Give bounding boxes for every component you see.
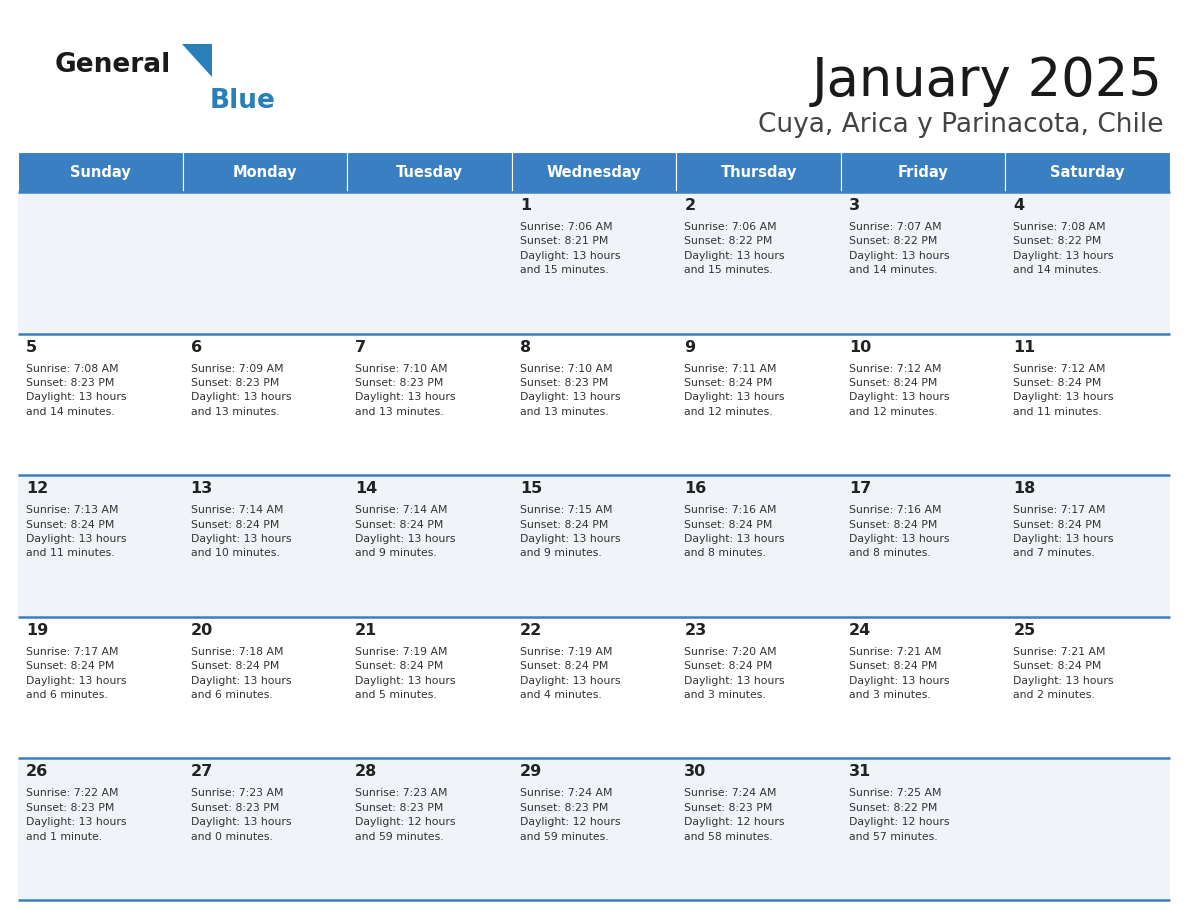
FancyBboxPatch shape [18, 152, 183, 192]
Text: Sunrise: 7:08 AM
Sunset: 8:23 PM
Daylight: 13 hours
and 14 minutes.: Sunrise: 7:08 AM Sunset: 8:23 PM Dayligh… [26, 364, 126, 417]
Text: Sunrise: 7:23 AM
Sunset: 8:23 PM
Daylight: 13 hours
and 0 minutes.: Sunrise: 7:23 AM Sunset: 8:23 PM Dayligh… [190, 789, 291, 842]
Text: Sunrise: 7:08 AM
Sunset: 8:22 PM
Daylight: 13 hours
and 14 minutes.: Sunrise: 7:08 AM Sunset: 8:22 PM Dayligh… [1013, 222, 1114, 275]
Polygon shape [182, 44, 211, 77]
Text: Sunrise: 7:07 AM
Sunset: 8:22 PM
Daylight: 13 hours
and 14 minutes.: Sunrise: 7:07 AM Sunset: 8:22 PM Dayligh… [849, 222, 949, 275]
Text: 10: 10 [849, 340, 871, 354]
Text: Sunrise: 7:10 AM
Sunset: 8:23 PM
Daylight: 13 hours
and 13 minutes.: Sunrise: 7:10 AM Sunset: 8:23 PM Dayligh… [519, 364, 620, 417]
Text: 6: 6 [190, 340, 202, 354]
Text: Sunrise: 7:22 AM
Sunset: 8:23 PM
Daylight: 13 hours
and 1 minute.: Sunrise: 7:22 AM Sunset: 8:23 PM Dayligh… [26, 789, 126, 842]
Text: Sunrise: 7:21 AM
Sunset: 8:24 PM
Daylight: 13 hours
and 3 minutes.: Sunrise: 7:21 AM Sunset: 8:24 PM Dayligh… [849, 647, 949, 700]
Text: Saturday: Saturday [1050, 164, 1125, 180]
Text: 30: 30 [684, 765, 707, 779]
Text: 23: 23 [684, 622, 707, 638]
Text: Sunrise: 7:21 AM
Sunset: 8:24 PM
Daylight: 13 hours
and 2 minutes.: Sunrise: 7:21 AM Sunset: 8:24 PM Dayligh… [1013, 647, 1114, 700]
Text: Sunrise: 7:16 AM
Sunset: 8:24 PM
Daylight: 13 hours
and 8 minutes.: Sunrise: 7:16 AM Sunset: 8:24 PM Dayligh… [849, 505, 949, 558]
Text: January 2025: January 2025 [813, 55, 1163, 107]
FancyBboxPatch shape [18, 617, 1170, 758]
Text: 29: 29 [519, 765, 542, 779]
Text: Wednesday: Wednesday [546, 164, 642, 180]
Text: Sunrise: 7:19 AM
Sunset: 8:24 PM
Daylight: 13 hours
and 4 minutes.: Sunrise: 7:19 AM Sunset: 8:24 PM Dayligh… [519, 647, 620, 700]
FancyBboxPatch shape [1005, 152, 1170, 192]
FancyBboxPatch shape [18, 192, 1170, 333]
Text: 28: 28 [355, 765, 378, 779]
Text: Sunrise: 7:12 AM
Sunset: 8:24 PM
Daylight: 13 hours
and 12 minutes.: Sunrise: 7:12 AM Sunset: 8:24 PM Dayligh… [849, 364, 949, 417]
Text: 22: 22 [519, 622, 542, 638]
Text: Friday: Friday [898, 164, 948, 180]
Text: Sunrise: 7:17 AM
Sunset: 8:24 PM
Daylight: 13 hours
and 7 minutes.: Sunrise: 7:17 AM Sunset: 8:24 PM Dayligh… [1013, 505, 1114, 558]
Text: 26: 26 [26, 765, 49, 779]
Text: 14: 14 [355, 481, 378, 497]
Text: Sunrise: 7:11 AM
Sunset: 8:24 PM
Daylight: 13 hours
and 12 minutes.: Sunrise: 7:11 AM Sunset: 8:24 PM Dayligh… [684, 364, 785, 417]
FancyBboxPatch shape [841, 152, 1005, 192]
Text: 1: 1 [519, 198, 531, 213]
Text: Sunrise: 7:20 AM
Sunset: 8:24 PM
Daylight: 13 hours
and 3 minutes.: Sunrise: 7:20 AM Sunset: 8:24 PM Dayligh… [684, 647, 785, 700]
Text: Thursday: Thursday [720, 164, 797, 180]
Text: 19: 19 [26, 622, 49, 638]
Text: Sunrise: 7:09 AM
Sunset: 8:23 PM
Daylight: 13 hours
and 13 minutes.: Sunrise: 7:09 AM Sunset: 8:23 PM Dayligh… [190, 364, 291, 417]
Text: Sunrise: 7:12 AM
Sunset: 8:24 PM
Daylight: 13 hours
and 11 minutes.: Sunrise: 7:12 AM Sunset: 8:24 PM Dayligh… [1013, 364, 1114, 417]
Text: Sunrise: 7:06 AM
Sunset: 8:22 PM
Daylight: 13 hours
and 15 minutes.: Sunrise: 7:06 AM Sunset: 8:22 PM Dayligh… [684, 222, 785, 275]
Text: 31: 31 [849, 765, 871, 779]
Text: Sunrise: 7:16 AM
Sunset: 8:24 PM
Daylight: 13 hours
and 8 minutes.: Sunrise: 7:16 AM Sunset: 8:24 PM Dayligh… [684, 505, 785, 558]
Text: Cuya, Arica y Parinacota, Chile: Cuya, Arica y Parinacota, Chile [758, 112, 1163, 138]
Text: General: General [55, 52, 171, 78]
Text: 4: 4 [1013, 198, 1024, 213]
FancyBboxPatch shape [512, 152, 676, 192]
Text: Sunrise: 7:10 AM
Sunset: 8:23 PM
Daylight: 13 hours
and 13 minutes.: Sunrise: 7:10 AM Sunset: 8:23 PM Dayligh… [355, 364, 456, 417]
Text: Sunrise: 7:25 AM
Sunset: 8:22 PM
Daylight: 12 hours
and 57 minutes.: Sunrise: 7:25 AM Sunset: 8:22 PM Dayligh… [849, 789, 949, 842]
FancyBboxPatch shape [347, 152, 512, 192]
Text: 17: 17 [849, 481, 871, 497]
Text: 18: 18 [1013, 481, 1036, 497]
Text: 13: 13 [190, 481, 213, 497]
Text: Sunrise: 7:13 AM
Sunset: 8:24 PM
Daylight: 13 hours
and 11 minutes.: Sunrise: 7:13 AM Sunset: 8:24 PM Dayligh… [26, 505, 126, 558]
Text: 24: 24 [849, 622, 871, 638]
Text: 20: 20 [190, 622, 213, 638]
Text: 8: 8 [519, 340, 531, 354]
Text: 15: 15 [519, 481, 542, 497]
FancyBboxPatch shape [18, 333, 1170, 476]
Text: Sunrise: 7:14 AM
Sunset: 8:24 PM
Daylight: 13 hours
and 9 minutes.: Sunrise: 7:14 AM Sunset: 8:24 PM Dayligh… [355, 505, 456, 558]
Text: 21: 21 [355, 622, 378, 638]
FancyBboxPatch shape [18, 476, 1170, 617]
Text: Sunrise: 7:24 AM
Sunset: 8:23 PM
Daylight: 12 hours
and 58 minutes.: Sunrise: 7:24 AM Sunset: 8:23 PM Dayligh… [684, 789, 785, 842]
Text: Sunrise: 7:15 AM
Sunset: 8:24 PM
Daylight: 13 hours
and 9 minutes.: Sunrise: 7:15 AM Sunset: 8:24 PM Dayligh… [519, 505, 620, 558]
Text: 11: 11 [1013, 340, 1036, 354]
FancyBboxPatch shape [18, 758, 1170, 900]
Text: Sunrise: 7:17 AM
Sunset: 8:24 PM
Daylight: 13 hours
and 6 minutes.: Sunrise: 7:17 AM Sunset: 8:24 PM Dayligh… [26, 647, 126, 700]
Text: Blue: Blue [210, 88, 276, 114]
Text: 25: 25 [1013, 622, 1036, 638]
Text: Monday: Monday [233, 164, 297, 180]
FancyBboxPatch shape [183, 152, 347, 192]
Text: Tuesday: Tuesday [396, 164, 463, 180]
Text: 27: 27 [190, 765, 213, 779]
Text: Sunrise: 7:24 AM
Sunset: 8:23 PM
Daylight: 12 hours
and 59 minutes.: Sunrise: 7:24 AM Sunset: 8:23 PM Dayligh… [519, 789, 620, 842]
Text: Sunrise: 7:18 AM
Sunset: 8:24 PM
Daylight: 13 hours
and 6 minutes.: Sunrise: 7:18 AM Sunset: 8:24 PM Dayligh… [190, 647, 291, 700]
Text: Sunrise: 7:06 AM
Sunset: 8:21 PM
Daylight: 13 hours
and 15 minutes.: Sunrise: 7:06 AM Sunset: 8:21 PM Dayligh… [519, 222, 620, 275]
Text: 2: 2 [684, 198, 695, 213]
Text: 12: 12 [26, 481, 49, 497]
Text: 16: 16 [684, 481, 707, 497]
Text: Sunrise: 7:23 AM
Sunset: 8:23 PM
Daylight: 12 hours
and 59 minutes.: Sunrise: 7:23 AM Sunset: 8:23 PM Dayligh… [355, 789, 456, 842]
Text: Sunday: Sunday [70, 164, 131, 180]
Text: Sunrise: 7:19 AM
Sunset: 8:24 PM
Daylight: 13 hours
and 5 minutes.: Sunrise: 7:19 AM Sunset: 8:24 PM Dayligh… [355, 647, 456, 700]
Text: 3: 3 [849, 198, 860, 213]
Text: Sunrise: 7:14 AM
Sunset: 8:24 PM
Daylight: 13 hours
and 10 minutes.: Sunrise: 7:14 AM Sunset: 8:24 PM Dayligh… [190, 505, 291, 558]
Text: 5: 5 [26, 340, 37, 354]
Text: 7: 7 [355, 340, 366, 354]
Text: 9: 9 [684, 340, 695, 354]
FancyBboxPatch shape [676, 152, 841, 192]
